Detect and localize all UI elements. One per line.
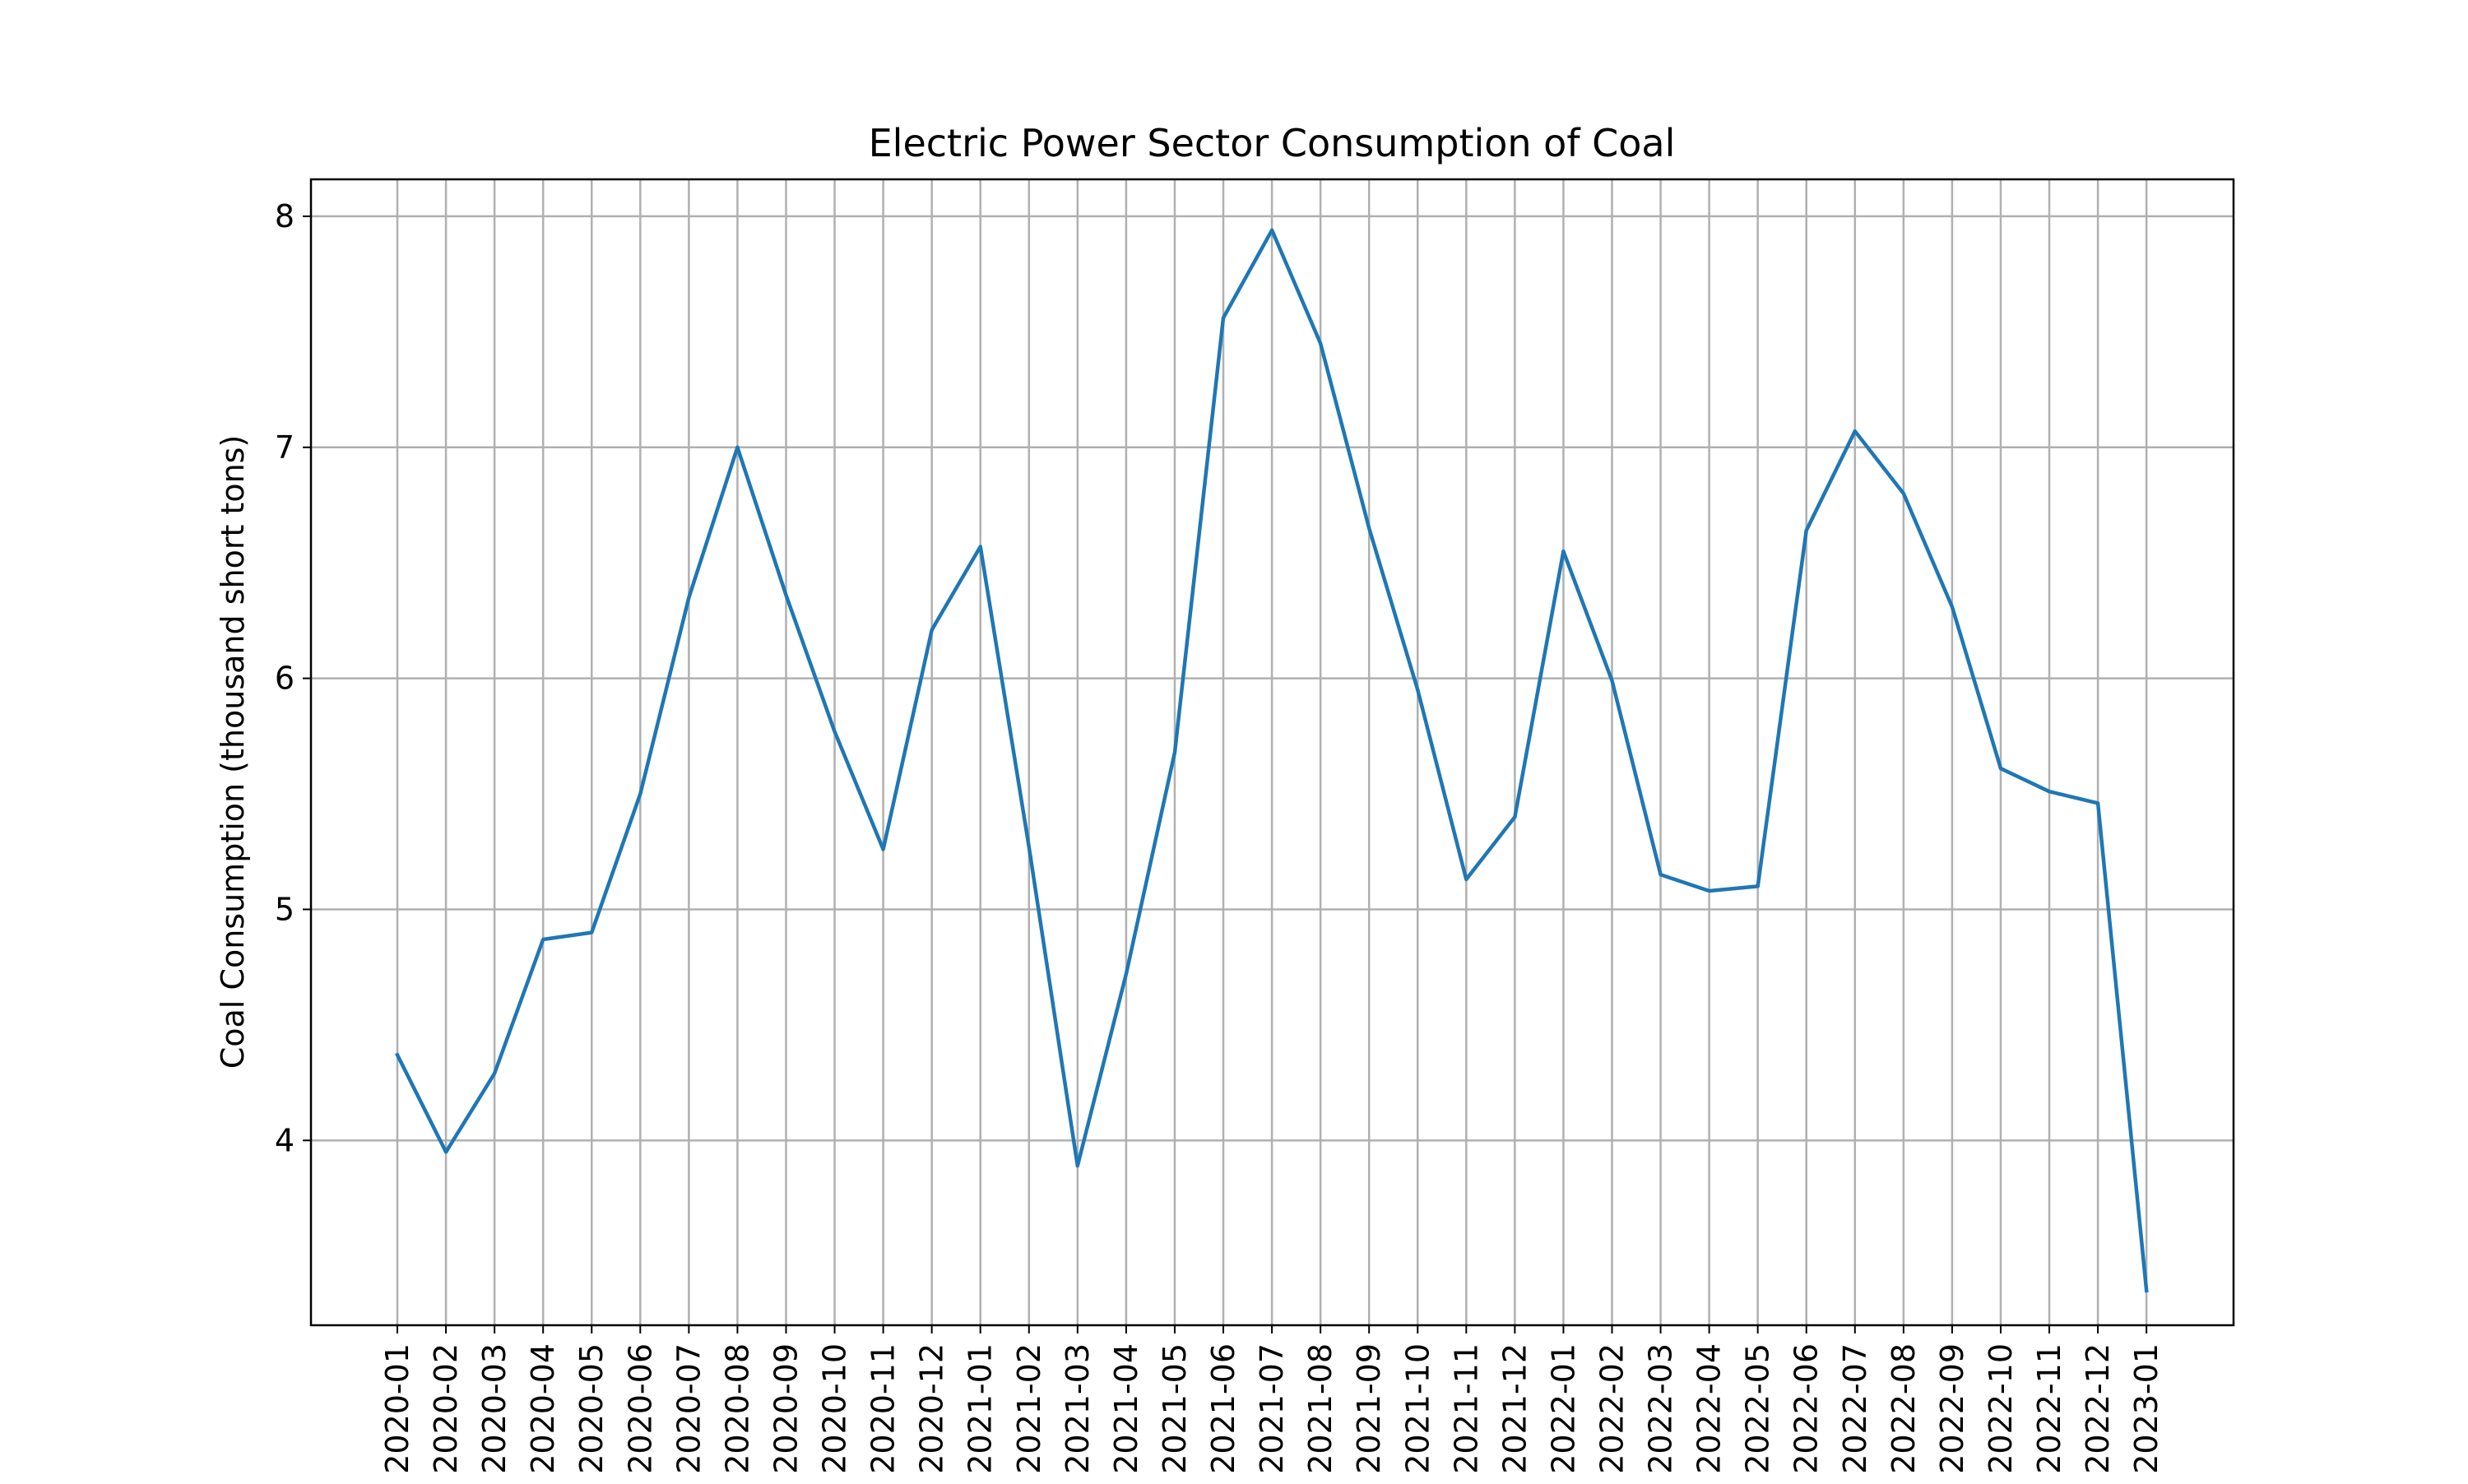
data-point (2096, 801, 2099, 805)
x-tick-label: 2022-01 (1545, 1343, 1581, 1474)
x-tick-label: 2021-06 (1205, 1343, 1241, 1474)
series-layer (394, 228, 2149, 1293)
x-tick-label: 2022-05 (1740, 1343, 1776, 1474)
data-point (1610, 679, 1613, 682)
data-point (493, 1072, 496, 1075)
data-point (1076, 1164, 1079, 1167)
data-point (638, 792, 642, 795)
data-point (444, 1150, 448, 1153)
series-line (394, 228, 2149, 1293)
data-point (1707, 889, 1710, 893)
data-point (1999, 767, 2002, 770)
x-tick-label: 2022-03 (1643, 1343, 1679, 1474)
data-point (784, 593, 787, 596)
data-point (1319, 341, 1322, 345)
x-tick-label: 2020-10 (817, 1343, 853, 1474)
x-tick-label: 2020-04 (525, 1343, 561, 1474)
x-tick-label: 2021-02 (1011, 1343, 1047, 1474)
data-point (1367, 526, 1371, 530)
data-point (1464, 878, 1468, 881)
data-point (833, 730, 836, 733)
x-tick-label: 2022-10 (1983, 1343, 2019, 1474)
x-tick-label: 2021-05 (1157, 1343, 1193, 1474)
x-tick-label: 2022-04 (1691, 1343, 1728, 1474)
x-tick-label: 2021-10 (1399, 1343, 1436, 1474)
data-point (1028, 845, 1031, 848)
data-point (2145, 1289, 2148, 1292)
x-tick-label: 2020-12 (914, 1343, 950, 1474)
x-tick-label: 2021-07 (1254, 1343, 1290, 1474)
x-tick-label: 2020-05 (573, 1343, 610, 1474)
data-point (1222, 316, 1225, 319)
data-point (1902, 492, 1905, 495)
x-tick-label: 2022-09 (1934, 1343, 1970, 1474)
x-tick-label: 2021-01 (963, 1343, 999, 1474)
data-point (1173, 750, 1176, 754)
y-tick-label: 8 (275, 198, 295, 234)
data-point (1416, 688, 1419, 691)
x-tick-label: 2020-11 (865, 1343, 902, 1474)
y-tick-label: 7 (275, 429, 295, 466)
x-tick-label: 2021-12 (1496, 1343, 1533, 1474)
data-point (2048, 790, 2051, 793)
data-point (541, 938, 545, 941)
ticks: 2020-01 2020-02 2020-03 2020-04 2020-05 2020-… (275, 198, 2164, 1474)
data-point (979, 545, 982, 548)
y-tick-label: 5 (275, 891, 295, 927)
x-tick-label: 2020-06 (622, 1343, 658, 1474)
data-point (590, 930, 593, 934)
x-tick-label: 2021-03 (1060, 1343, 1096, 1474)
data-point (1951, 605, 1954, 608)
data-point (1853, 429, 1857, 433)
x-tick-label: 2022-02 (1594, 1343, 1631, 1474)
data-point (687, 596, 690, 599)
y-tick-label: 6 (275, 661, 295, 697)
x-tick-label: 2022-08 (1886, 1343, 1922, 1474)
data-point (881, 847, 884, 851)
y-tick-label: 4 (275, 1122, 295, 1158)
x-tick-label: 2020-08 (719, 1343, 755, 1474)
x-tick-label: 2020-02 (428, 1343, 464, 1474)
data-point (396, 1053, 399, 1056)
data-point (735, 446, 739, 449)
x-tick-label: 2021-11 (1448, 1343, 1484, 1474)
x-tick-label: 2020-09 (768, 1343, 804, 1474)
x-tick-label: 2022-07 (1837, 1343, 1873, 1474)
data-point (1756, 884, 1759, 888)
y-axis-label: Coal Consumption (thousand short tons) (215, 435, 251, 1069)
data-point (1805, 529, 1808, 532)
x-tick-label: 2023-01 (2128, 1343, 2164, 1474)
x-tick-label: 2021-09 (1351, 1343, 1387, 1474)
grid (311, 179, 2234, 1325)
x-tick-label: 2022-06 (1788, 1343, 1825, 1474)
x-tick-label: 2021-04 (1108, 1343, 1144, 1474)
x-tick-label: 2021-08 (1302, 1343, 1338, 1474)
x-tick-label: 2022-12 (2080, 1343, 2116, 1474)
chart-title: Electric Power Sector Consumption of Coa… (869, 121, 1676, 165)
x-tick-label: 2022-11 (2031, 1343, 2067, 1474)
x-tick-label: 2020-07 (670, 1343, 707, 1474)
data-point (1561, 550, 1565, 553)
data-point (1658, 873, 1662, 876)
data-point (930, 628, 933, 631)
data-point (1125, 972, 1128, 976)
x-tick-label: 2020-01 (379, 1343, 415, 1474)
x-tick-label: 2020-03 (476, 1343, 513, 1474)
data-point (1513, 815, 1516, 819)
data-point (1270, 229, 1273, 232)
